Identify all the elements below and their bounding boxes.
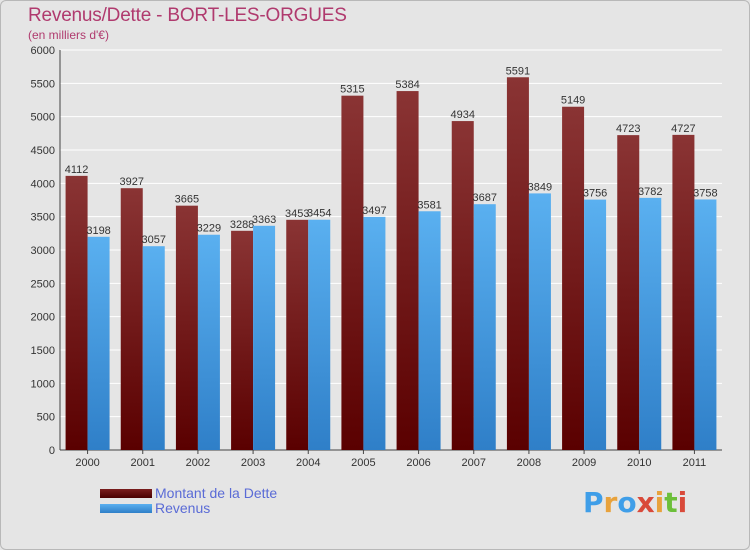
y-tick-label: 2500 bbox=[31, 278, 55, 290]
x-tick-label: 2008 bbox=[517, 457, 541, 469]
bar-revenus bbox=[87, 236, 110, 450]
data-label-revenus: 3057 bbox=[142, 234, 166, 246]
bar-dette bbox=[617, 135, 640, 450]
bar-revenus bbox=[253, 225, 276, 450]
bar-dette bbox=[65, 175, 88, 450]
bar-revenus bbox=[142, 246, 165, 450]
data-label-dette: 4723 bbox=[616, 123, 640, 135]
data-label-revenus: 3758 bbox=[693, 187, 717, 199]
logo-letter: P bbox=[583, 486, 604, 519]
data-label-revenus: 3454 bbox=[307, 208, 331, 220]
data-label-revenus: 3198 bbox=[86, 225, 110, 237]
x-tick-label: 2009 bbox=[572, 457, 596, 469]
data-label-dette: 3288 bbox=[230, 219, 254, 231]
x-tick-label: 2005 bbox=[351, 457, 375, 469]
proxiti-logo: Proxiti bbox=[583, 486, 687, 519]
logo-letter: i bbox=[677, 486, 688, 519]
chart-title: Revenus/Dette - BORT-LES-ORGUES bbox=[28, 5, 347, 26]
y-tick-label: 5500 bbox=[31, 78, 55, 90]
data-label-revenus: 3497 bbox=[362, 205, 386, 217]
x-tick-label: 2011 bbox=[683, 457, 707, 469]
y-tick-label: 1000 bbox=[31, 378, 55, 390]
y-tick-label: 2000 bbox=[31, 312, 55, 324]
bar-revenus bbox=[418, 211, 441, 450]
legend-label-revenus: Revenus bbox=[155, 500, 211, 516]
bar-dette bbox=[120, 188, 143, 450]
data-label-dette: 4727 bbox=[671, 123, 695, 135]
legend-swatch-dette bbox=[100, 489, 152, 498]
bar-dette bbox=[231, 230, 254, 450]
data-label-revenus: 3363 bbox=[252, 214, 276, 226]
data-label-revenus: 3687 bbox=[473, 192, 497, 204]
data-label-dette: 5149 bbox=[561, 95, 585, 107]
data-label-revenus: 3229 bbox=[197, 223, 221, 235]
bar-dette bbox=[175, 205, 198, 450]
bar-revenus bbox=[197, 234, 220, 450]
chart-subtitle: (en milliers d'€) bbox=[28, 28, 109, 42]
x-tick-label: 2004 bbox=[296, 457, 320, 469]
bar-revenus bbox=[584, 199, 607, 450]
data-label-dette: 3927 bbox=[120, 176, 144, 188]
logo-letter: x bbox=[636, 486, 655, 519]
data-label-dette: 5591 bbox=[506, 65, 530, 77]
data-label-dette: 3665 bbox=[175, 194, 199, 206]
data-label-revenus: 3849 bbox=[528, 181, 552, 193]
y-tick-label: 5000 bbox=[31, 112, 55, 124]
x-tick-label: 2002 bbox=[186, 457, 210, 469]
logo-letter: i bbox=[654, 486, 665, 519]
y-tick-label: 3500 bbox=[31, 212, 55, 224]
y-tick-label: 4500 bbox=[31, 145, 55, 157]
bar-revenus bbox=[308, 219, 331, 450]
x-tick-label: 2003 bbox=[241, 457, 265, 469]
bar-revenus bbox=[694, 199, 717, 450]
data-label-dette: 4934 bbox=[451, 109, 475, 121]
y-tick-label: 1500 bbox=[31, 345, 55, 357]
y-tick-label: 0 bbox=[49, 445, 55, 457]
bar-dette bbox=[506, 77, 529, 451]
data-label-dette: 5384 bbox=[395, 79, 419, 91]
y-tick-label: 500 bbox=[37, 412, 55, 424]
x-tick-label: 2000 bbox=[75, 457, 99, 469]
bar-revenus bbox=[363, 216, 386, 450]
bar-dette bbox=[672, 134, 695, 450]
bar-revenus bbox=[639, 197, 662, 450]
x-tick-label: 2006 bbox=[406, 457, 430, 469]
data-label-revenus: 3581 bbox=[417, 199, 441, 211]
data-label-revenus: 3782 bbox=[638, 186, 662, 198]
bar-dette bbox=[286, 219, 309, 450]
y-tick-label: 6000 bbox=[31, 45, 55, 57]
y-tick-label: 3000 bbox=[31, 245, 55, 257]
x-tick-label: 2001 bbox=[131, 457, 155, 469]
data-label-dette: 4112 bbox=[65, 164, 89, 176]
logo-letter: t bbox=[664, 486, 678, 519]
bar-dette bbox=[562, 106, 585, 450]
data-label-dette: 3453 bbox=[285, 208, 309, 220]
y-tick-label: 4000 bbox=[31, 178, 55, 190]
bar-dette bbox=[396, 91, 419, 451]
data-label-revenus: 3756 bbox=[583, 188, 607, 200]
bar-revenus bbox=[528, 193, 551, 450]
logo-letter: o bbox=[617, 486, 637, 519]
bar-dette bbox=[451, 121, 474, 451]
legend-label-dette: Montant de la Dette bbox=[155, 485, 278, 501]
x-tick-label: 2010 bbox=[627, 457, 651, 469]
logo-letter: r bbox=[603, 486, 618, 519]
bar-revenus bbox=[473, 204, 496, 450]
legend-swatch-revenus bbox=[100, 504, 152, 513]
bar-dette bbox=[341, 95, 364, 451]
data-label-dette: 5315 bbox=[340, 84, 364, 96]
x-tick-label: 2007 bbox=[462, 457, 486, 469]
